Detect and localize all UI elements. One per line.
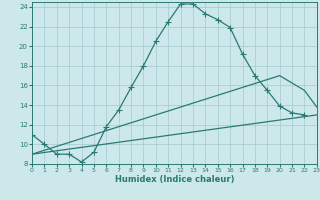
X-axis label: Humidex (Indice chaleur): Humidex (Indice chaleur) bbox=[115, 175, 234, 184]
